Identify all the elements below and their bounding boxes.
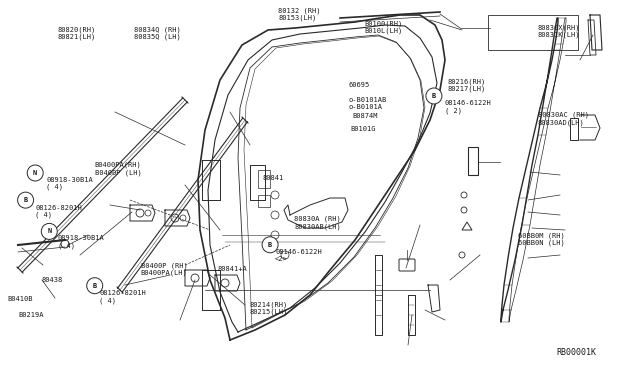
Text: 08126-8201H
( 4): 08126-8201H ( 4) (99, 290, 146, 304)
Text: B0101G: B0101G (351, 126, 376, 132)
Text: 08146-6122H
( 2): 08146-6122H ( 2) (445, 100, 492, 114)
Text: 08918-30B1A
( 4): 08918-30B1A ( 4) (58, 235, 104, 248)
Text: 80841: 80841 (262, 175, 284, 181)
Text: B0400P (RH)
B0400PA(LH): B0400P (RH) B0400PA(LH) (141, 262, 188, 276)
Text: B0100(RH)
B010L(LH): B0100(RH) B010L(LH) (365, 20, 403, 35)
Text: B: B (93, 283, 97, 289)
Text: 08126-8201H
( 4): 08126-8201H ( 4) (35, 205, 82, 218)
Text: 80830X(RH)
80831K(LH): 80830X(RH) 80831K(LH) (538, 24, 580, 38)
Text: N: N (33, 170, 37, 176)
Text: 80834Q (RH)
80835Q (LH): 80834Q (RH) 80835Q (LH) (134, 26, 181, 40)
Text: 08146-6122H
<2>: 08146-6122H <2> (275, 249, 322, 262)
Text: N: N (47, 228, 51, 234)
Text: B: B (268, 242, 272, 248)
Text: 80830A (RH)
80830AB(LH): 80830A (RH) 80830AB(LH) (294, 216, 341, 230)
Text: B0874M: B0874M (352, 113, 378, 119)
Text: B0400PA(RH)
B0400P (LH): B0400PA(RH) B0400P (LH) (95, 162, 141, 176)
Circle shape (18, 192, 34, 208)
Text: 80438: 80438 (42, 277, 63, 283)
Text: B0219A: B0219A (18, 312, 44, 318)
Text: B0410B: B0410B (8, 296, 33, 302)
Circle shape (426, 88, 442, 104)
Text: 60695: 60695 (349, 82, 370, 88)
Circle shape (28, 165, 44, 181)
Text: 80214(RH)
80215(LH): 80214(RH) 80215(LH) (250, 301, 288, 315)
Text: 60BB0M (RH)
60BB0N (LH): 60BB0M (RH) 60BB0N (LH) (518, 232, 565, 247)
Text: 08918-30B1A
( 4): 08918-30B1A ( 4) (46, 177, 93, 190)
Text: 80216(RH)
80217(LH): 80216(RH) 80217(LH) (448, 78, 486, 92)
Text: 80820(RH)
80821(LH): 80820(RH) 80821(LH) (58, 26, 96, 40)
Text: B: B (432, 93, 436, 99)
Circle shape (41, 223, 58, 240)
Text: B: B (24, 197, 28, 203)
Circle shape (262, 237, 278, 253)
Text: RB00001K: RB00001K (557, 348, 596, 357)
Text: 80830AC (RH)
80830AD(LH): 80830AC (RH) 80830AD(LH) (538, 112, 589, 126)
Circle shape (87, 278, 102, 294)
Text: o-B0101AB: o-B0101AB (349, 97, 387, 103)
Text: 80841+A: 80841+A (218, 266, 247, 272)
Text: o-B0101A: o-B0101A (349, 104, 383, 110)
Text: 80132 (RH)
80153(LH): 80132 (RH) 80153(LH) (278, 7, 321, 22)
